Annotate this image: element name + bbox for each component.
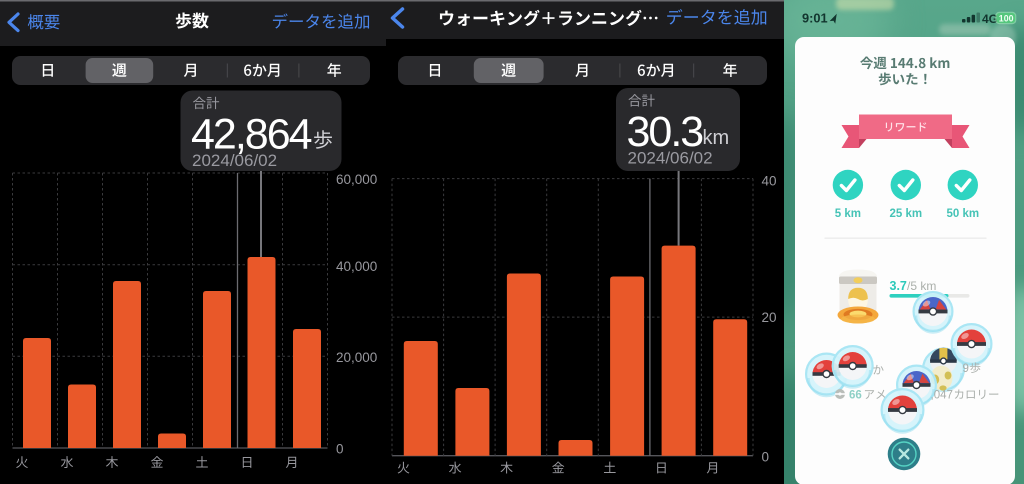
svg-text:60,000: 60,000 — [336, 172, 377, 187]
svg-text:30.3: 30.3 — [627, 108, 704, 156]
svg-text:42,864: 42,864 — [191, 111, 312, 159]
svg-text:9: 9 — [962, 363, 968, 375]
svg-text:2024/06/02: 2024/06/02 — [628, 149, 713, 168]
svg-text:9:01: 9:01 — [802, 11, 828, 26]
svg-text:40: 40 — [762, 173, 777, 188]
svg-text:km: km — [703, 127, 730, 149]
svg-text:100: 100 — [998, 13, 1013, 23]
svg-text:50 km: 50 km — [946, 208, 979, 220]
svg-text:25 km: 25 km — [889, 208, 922, 220]
svg-text:20: 20 — [762, 310, 777, 325]
svg-text:3.7: 3.7 — [889, 279, 906, 293]
svg-text:/5 km: /5 km — [907, 279, 936, 293]
svg-text:5 km: 5 km — [834, 208, 860, 220]
svg-text:,047: ,047 — [930, 390, 952, 402]
svg-text:4G: 4G — [982, 12, 998, 26]
svg-text:20,000: 20,000 — [336, 350, 377, 365]
svg-text:0: 0 — [762, 449, 770, 464]
svg-text:2024/06/02: 2024/06/02 — [192, 151, 277, 170]
svg-text:66: 66 — [849, 390, 862, 402]
svg-text:40,000: 40,000 — [336, 259, 377, 274]
svg-text:0: 0 — [336, 442, 344, 457]
